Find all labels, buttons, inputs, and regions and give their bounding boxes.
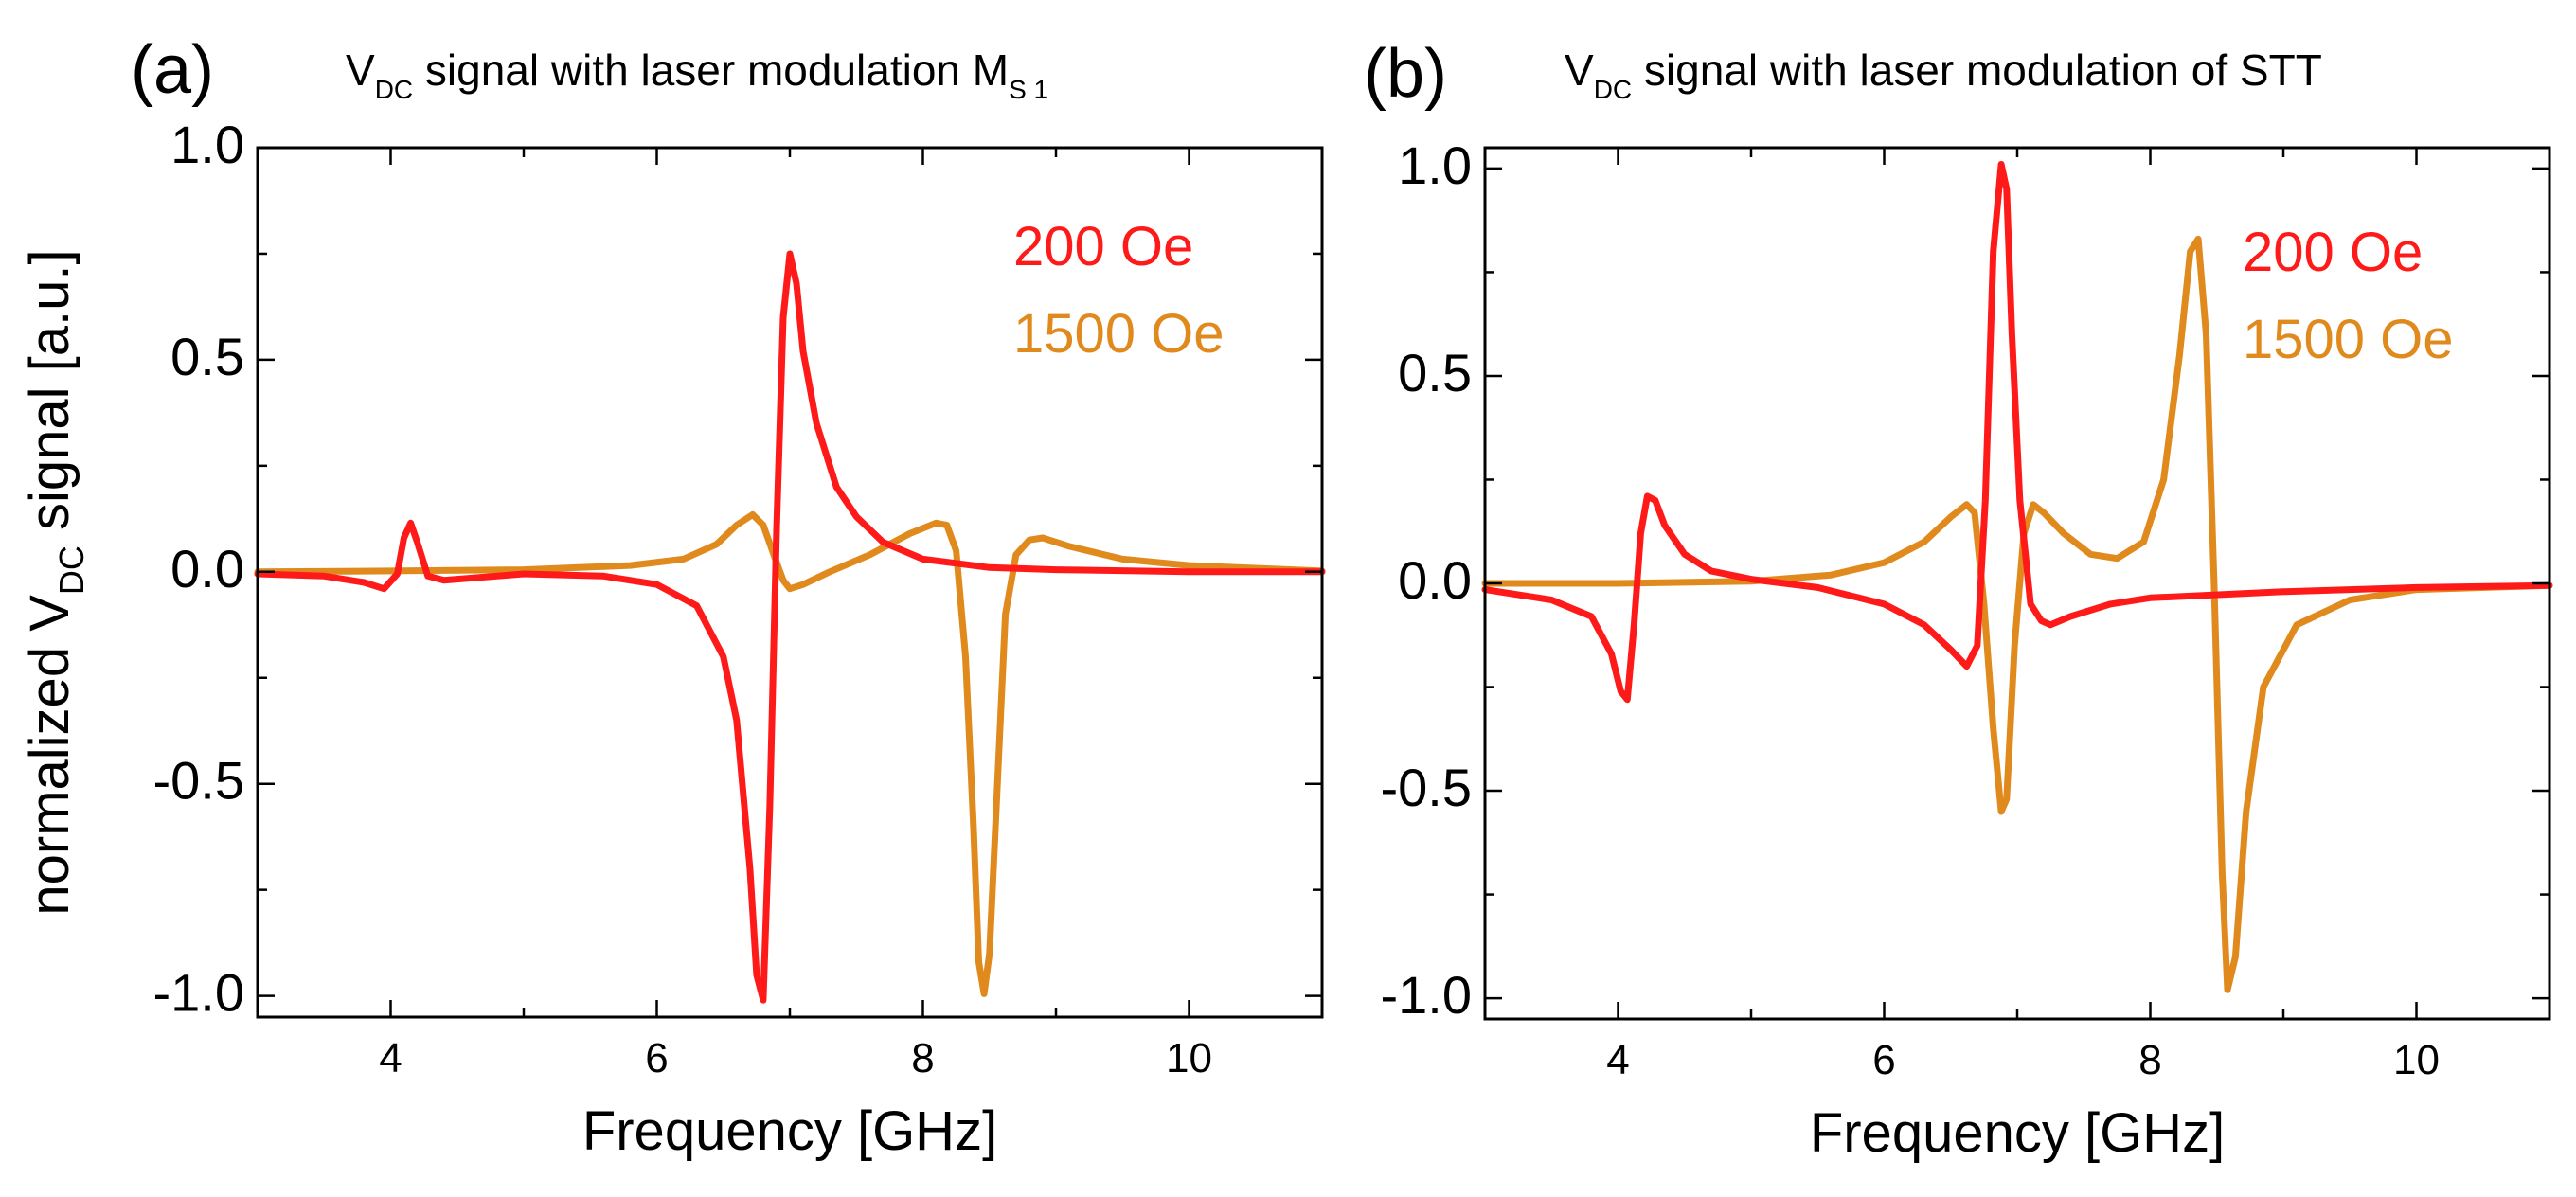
legend-entry-1500-oe: 1500 Oe xyxy=(2243,309,2454,370)
x-tick-label: 6 xyxy=(1872,1037,1895,1083)
series-line-1500-oe xyxy=(1481,235,2553,993)
y-tick-label: -0.5 xyxy=(153,751,245,811)
series-line-200-oe xyxy=(1481,161,2553,704)
y-tick-label: 0.0 xyxy=(170,539,244,598)
chart-title-main: V xyxy=(1565,45,1594,95)
chart-title-sub: DC xyxy=(375,75,413,104)
y-tick-label: -1.0 xyxy=(1381,965,1473,1025)
panel-label: (a) xyxy=(131,32,214,108)
chart-title-tail-sub: S 1 xyxy=(1009,75,1048,104)
y-tick-label: 0.0 xyxy=(1398,550,1472,610)
panel-label: (b) xyxy=(1364,36,1447,112)
series-line-200-oe xyxy=(254,250,1326,1004)
chart-panel-a: 4 6 8 10 -1.0 -0.5 0.0 0.5 1.0 Frequency [GHz] nor… xyxy=(19,32,1326,1162)
y-axis-label: normalized VDC signal [a.u.] xyxy=(19,249,91,915)
x-tick-label: 10 xyxy=(1166,1035,1212,1081)
y-tick-label: -1.0 xyxy=(153,963,245,1023)
x-tick-label: 6 xyxy=(645,1035,668,1081)
x-tick-label: 4 xyxy=(379,1035,402,1081)
chart-title-rest: signal with laser modulation M xyxy=(413,45,1009,95)
chart-title-rest: signal with laser modulation of STT xyxy=(1632,45,2322,95)
y-tick-label: 1.0 xyxy=(170,115,244,174)
y-axis-label-main: normalized V xyxy=(19,595,80,916)
series-line-1500-oe xyxy=(254,510,1326,997)
x-axis-label: Frequency [GHz] xyxy=(582,1100,997,1162)
chart-title-sub: DC xyxy=(1594,75,1632,104)
chart-title-main: V xyxy=(346,45,375,95)
y-tick-label: 0.5 xyxy=(170,327,244,386)
legend-entry-200-oe: 200 Oe xyxy=(1013,216,1193,277)
x-tick-label: 4 xyxy=(1606,1037,1629,1083)
x-tick-label: 8 xyxy=(2138,1037,2161,1083)
y-tick-label: -0.5 xyxy=(1381,758,1473,817)
x-tick-label: 8 xyxy=(911,1035,934,1081)
y-tick-label: 1.0 xyxy=(1398,135,1472,195)
legend-entry-1500-oe: 1500 Oe xyxy=(1013,303,1225,365)
legend-entry-200-oe: 200 Oe xyxy=(2243,222,2423,283)
x-axis-label: Frequency [GHz] xyxy=(1810,1102,2225,1164)
chart-panel-b: 4 6 8 10 -1.0 -0.5 0.0 0.5 1.0 Frequency [GHz] (b)… xyxy=(1364,36,2553,1164)
y-tick-label: 0.5 xyxy=(1398,343,1472,402)
y-axis-label-rest: signal [a.u.] xyxy=(19,249,80,545)
x-tick-label: 10 xyxy=(2393,1037,2440,1083)
chart-title: VDC signal with laser modulation MS 1 xyxy=(346,45,1048,104)
y-axis-label-sub: DC xyxy=(52,545,91,595)
chart-title: VDC signal with laser modulation of STT xyxy=(1565,45,2322,104)
